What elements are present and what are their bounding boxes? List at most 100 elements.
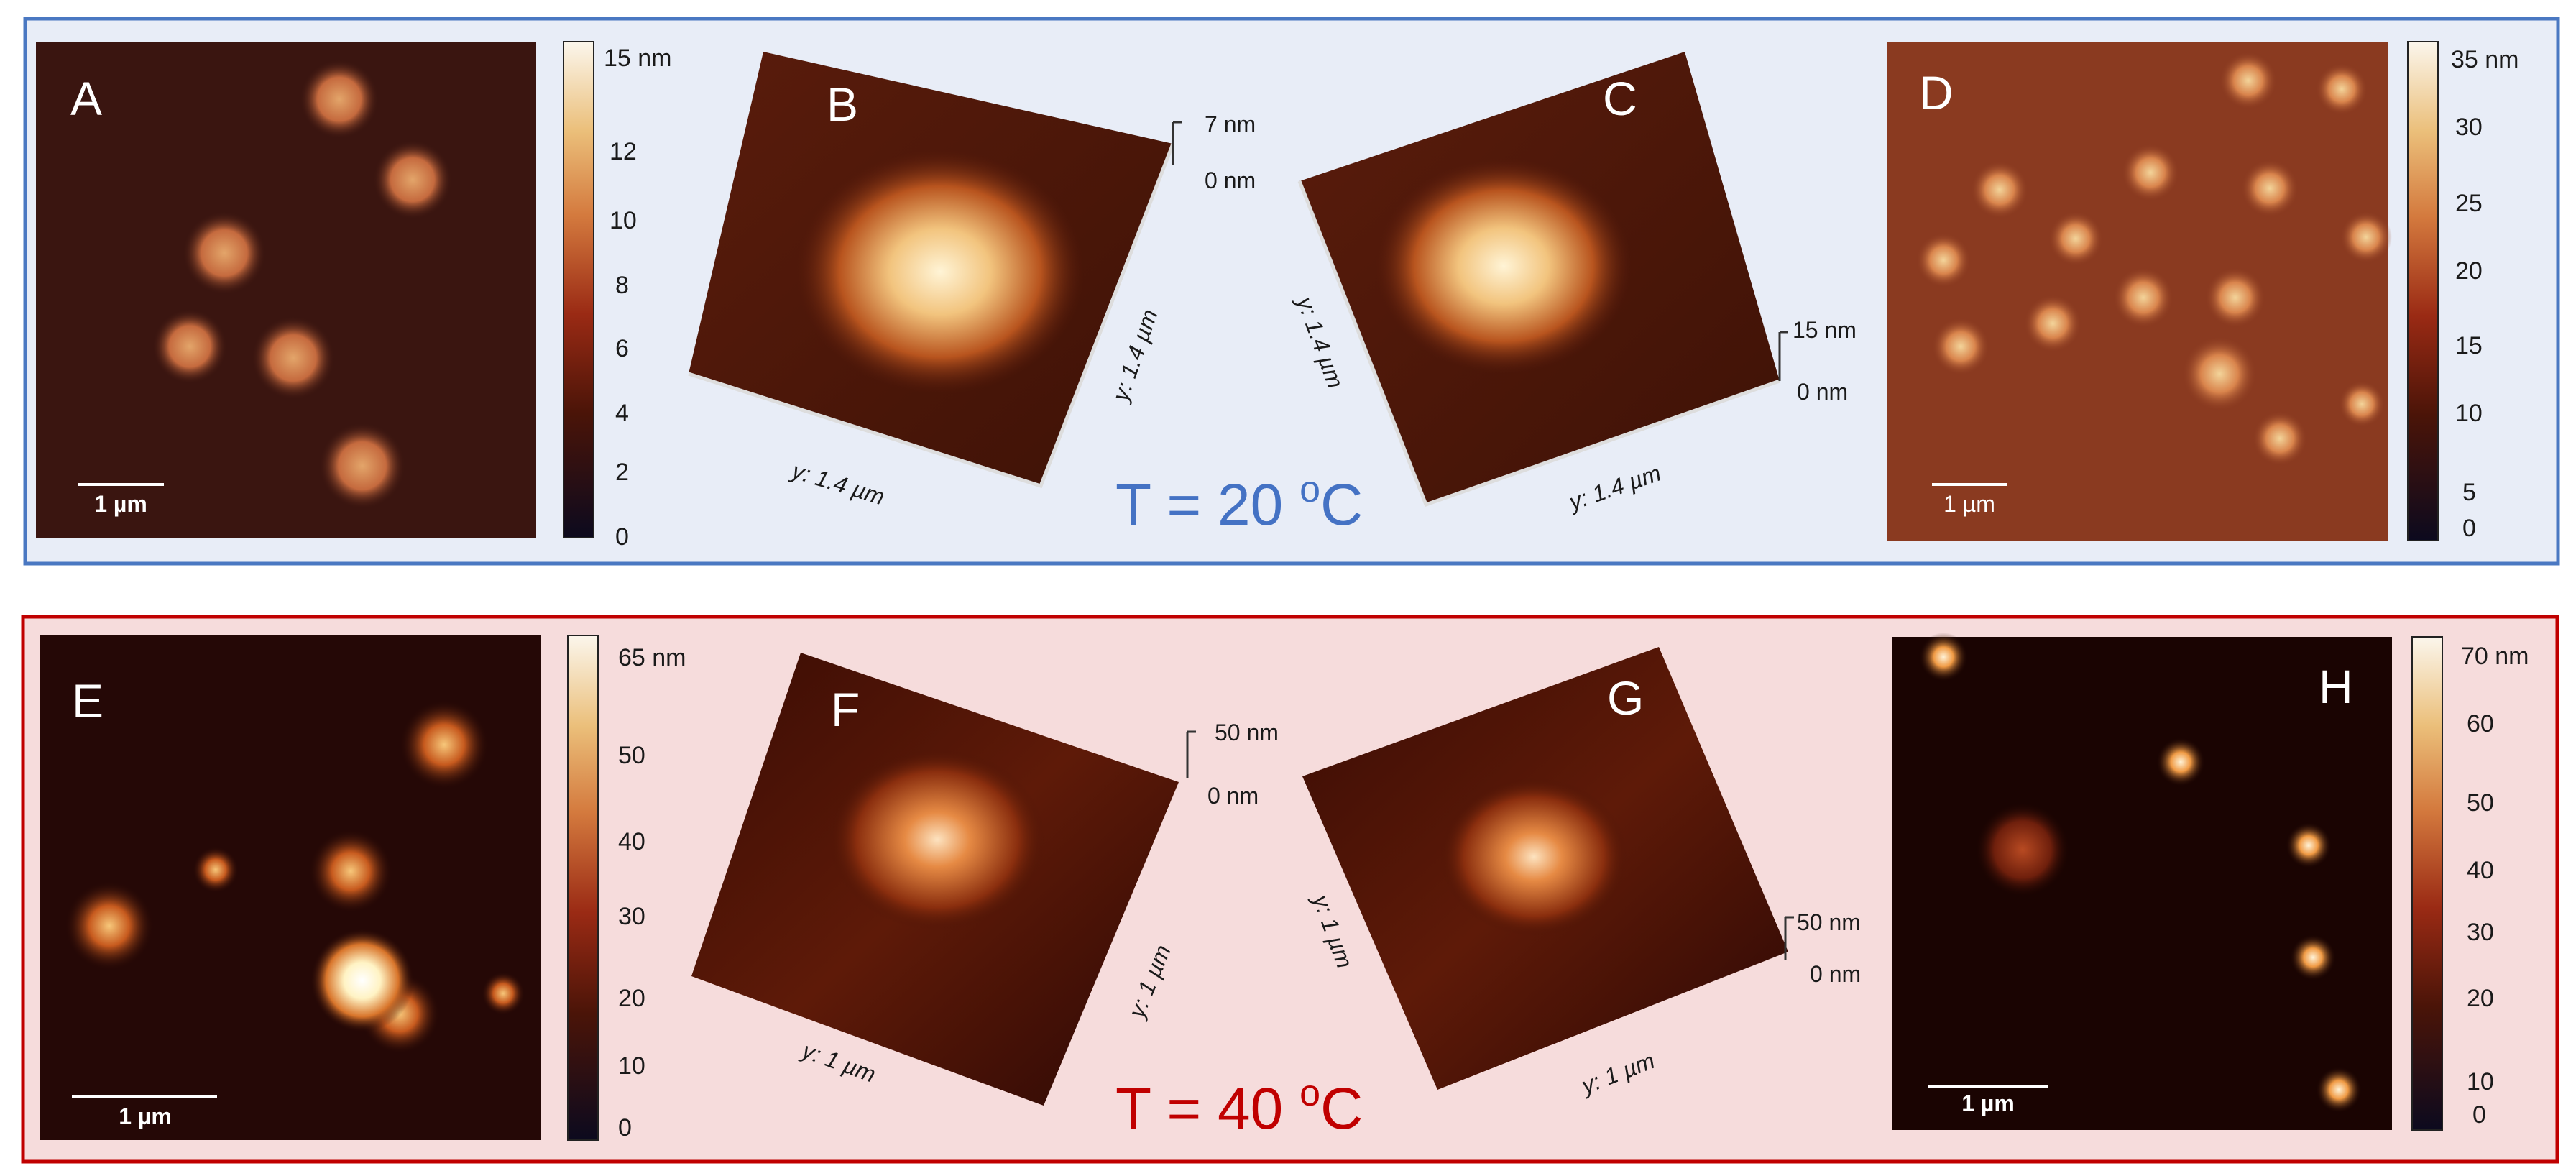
particle	[319, 423, 405, 509]
colorbar-h-tick: 70 nm	[2461, 643, 2529, 670]
panel-a-image	[36, 42, 536, 538]
colorbar-e-tick: 40	[618, 828, 645, 855]
colorbar-h-tick: 10	[2467, 1068, 2494, 1095]
colorbar-e: 65 nm 50 40 30 20 10 0	[567, 635, 686, 1141]
colorbar-h-tick: 20	[2467, 985, 2494, 1012]
colorbar-a-tick: 6	[615, 335, 629, 362]
panel-h-letter: H	[2319, 660, 2353, 713]
particle	[193, 847, 239, 893]
particle	[2339, 381, 2385, 427]
panel-e-letter: E	[72, 674, 104, 727]
panel-a-letter: A	[70, 72, 102, 125]
panel-h: H 1 µm	[1892, 633, 2392, 1130]
colorbar-a-tick: 0	[615, 523, 629, 551]
panel-a-scale-label: 1 µm	[94, 491, 147, 517]
particle	[400, 700, 489, 789]
panel-b-edge	[688, 143, 1175, 489]
particle	[65, 881, 154, 970]
panel-b-zmin: 0 nm	[1205, 167, 1256, 193]
colorbar-a-tick: 12	[610, 138, 637, 165]
particle	[309, 830, 392, 913]
particle	[300, 60, 379, 139]
particle	[1971, 161, 2028, 219]
colorbar-d: 35 nm 30 25 20 15 10 5 0	[2407, 41, 2519, 542]
colorbar-h-tick: 30	[2467, 919, 2494, 946]
colorbar-d-tick: 25	[2455, 190, 2483, 217]
colorbar-a-tick: 2	[615, 459, 629, 486]
colorbar-h-tick: 50	[2467, 789, 2494, 817]
colorbar-d-gradient	[2407, 41, 2439, 541]
colorbar-e-tick: 20	[618, 985, 645, 1012]
particle	[1975, 802, 2070, 897]
panel-c-letter: C	[1603, 72, 1637, 125]
colorbar-a-tick: 15 nm	[604, 45, 672, 72]
colorbar-d-tick: 0	[2462, 515, 2476, 542]
colorbar-a-gradient	[563, 41, 594, 538]
top-temperature-title: T = 20 oC	[1116, 469, 1363, 538]
panel-g: G 50 nm 0 nm y: 1 µm y: 1 µm	[1302, 647, 1861, 1099]
panel-b-zmax: 7 nm	[1205, 111, 1256, 137]
panel-f-letter: F	[831, 683, 860, 736]
particle	[373, 140, 452, 219]
particle	[2156, 738, 2205, 786]
particle	[1932, 318, 1990, 375]
bottom-temperature-title: T = 40 oC	[1116, 1072, 1363, 1141]
colorbar-d-tick: 10	[2455, 400, 2483, 427]
panel-g-letter: G	[1607, 671, 1644, 725]
panel-c-edge	[1297, 180, 1780, 507]
particle	[2048, 211, 2103, 266]
colorbar-e-gradient	[567, 635, 599, 1141]
colorbar-a-tick: 10	[610, 207, 637, 234]
colorbar-h: 70 nm 60 50 40 30 20 10 0	[2411, 636, 2529, 1131]
particle	[2220, 52, 2277, 109]
colorbar-h-tick: 60	[2467, 710, 2494, 738]
panel-c: C 15 nm 0 nm y: 1.4 µm y: 1.4 µm	[1292, 52, 1857, 515]
particle	[2340, 211, 2392, 263]
particle	[1916, 233, 1971, 288]
colorbar-e-tick: 10	[618, 1052, 645, 1080]
particle	[2316, 63, 2368, 115]
particle	[252, 316, 335, 400]
panel-g-zmin: 0 nm	[1810, 961, 1861, 987]
colorbar-h-tick: 40	[2467, 857, 2494, 884]
colorbar-d-tick: 15	[2455, 332, 2483, 359]
colorbar-e-tick: 50	[618, 742, 645, 769]
panel-g-particle	[1440, 778, 1627, 936]
particle	[2205, 267, 2266, 328]
colorbar-h-gradient	[2411, 636, 2443, 1131]
particle	[2316, 1067, 2362, 1113]
particle	[183, 211, 266, 295]
panel-h-scale-label: 1 µm	[1961, 1090, 2015, 1116]
particle	[2182, 336, 2257, 411]
colorbar-e-tick: 65 nm	[618, 644, 686, 671]
particle	[2253, 411, 2307, 466]
particle	[1919, 633, 1968, 681]
colorbar-h-tick: 0	[2472, 1101, 2486, 1129]
panel-e: E 1 µm	[40, 635, 540, 1140]
panel-b-letter: B	[827, 78, 858, 131]
colorbar-e-tick: 30	[618, 903, 645, 930]
particle	[152, 309, 227, 384]
colorbar-d-tick: 5	[2462, 479, 2476, 506]
colorbar-d-tick: 30	[2455, 114, 2483, 141]
panel-c-zmax: 15 nm	[1793, 317, 1857, 343]
colorbar-a-tick: 4	[615, 400, 629, 427]
particle	[2241, 160, 2299, 217]
panel-g-zmax: 50 nm	[1797, 909, 1861, 935]
panel-c-particle	[1376, 158, 1632, 374]
panel-b-particle	[796, 150, 1084, 394]
colorbar-e-tick: 0	[618, 1114, 632, 1141]
particle	[310, 929, 414, 1032]
panel-f-particle	[829, 749, 1045, 930]
panel-h-image	[1892, 637, 2392, 1130]
panel-e-scale-label: 1 µm	[119, 1103, 172, 1129]
panel-d: D 1 µm	[1887, 42, 2392, 541]
panel-c-zmin: 0 nm	[1797, 379, 1848, 405]
particle	[2290, 934, 2336, 980]
colorbar-d-tick: 35 nm	[2451, 46, 2519, 73]
panel-f-zmin: 0 nm	[1208, 783, 1259, 809]
colorbar-a: 15 nm 12 10 8 6 4 2 0	[563, 41, 672, 551]
particle	[482, 972, 525, 1015]
panel-d-letter: D	[1919, 66, 1954, 119]
